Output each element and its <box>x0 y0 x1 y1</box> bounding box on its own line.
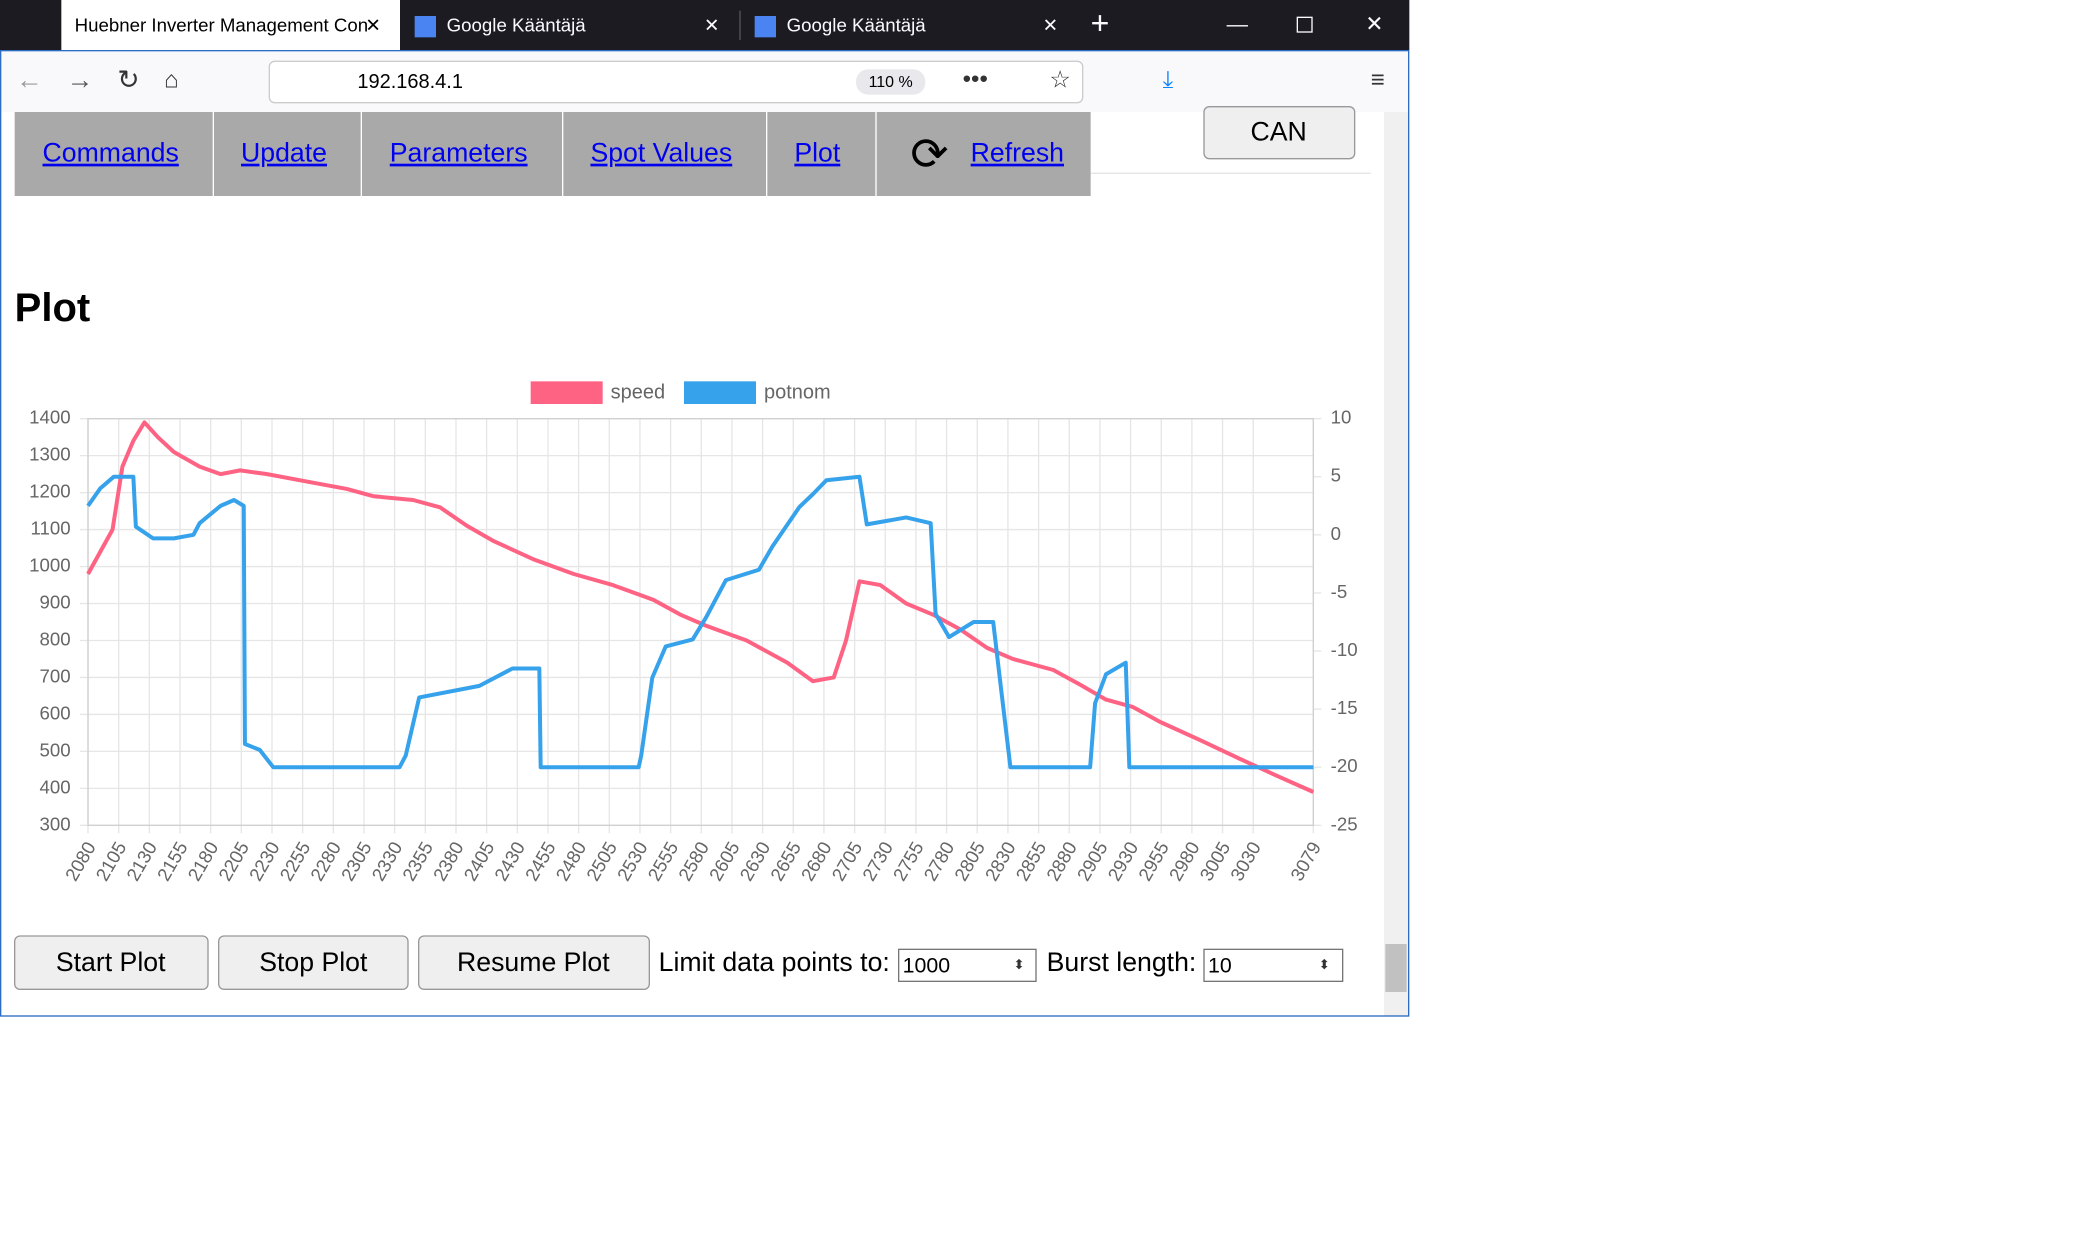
tab-title[interactable]: Google Kääntäjä <box>447 15 587 36</box>
legend-swatch <box>684 381 756 404</box>
limit-input[interactable] <box>897 948 1037 982</box>
menu[interactable]: ≡ <box>1371 67 1385 94</box>
tab-close[interactable]: ✕ <box>1043 15 1059 36</box>
y2-tick-label: -15 <box>1331 697 1358 718</box>
burst-label: Burst length: <box>1047 947 1197 977</box>
y2-tick-label: -25 <box>1331 813 1358 834</box>
tab-icon <box>754 16 776 38</box>
y-tick-label: 700 <box>40 665 71 686</box>
url[interactable]: 192.168.4.1 <box>357 71 463 93</box>
y-tick-label: 1100 <box>31 517 71 538</box>
spinner[interactable]: ⬍ <box>1319 957 1330 972</box>
y2-tick-label: 0 <box>1331 523 1341 544</box>
heading: Plot <box>15 286 91 330</box>
button[interactable] <box>218 935 409 990</box>
scroll-thumb[interactable] <box>1385 944 1407 992</box>
nav-link[interactable]: Spot Values <box>590 138 732 168</box>
nav-bar <box>14 112 1091 196</box>
back[interactable]: ← <box>16 64 43 94</box>
y2-tick-label: -20 <box>1331 755 1358 776</box>
window-border <box>0 49 1410 1017</box>
minimize[interactable]: — <box>1227 12 1249 36</box>
tab-title[interactable]: Huebner Inverter Management Con <box>75 15 368 36</box>
limit-label: Limit data points to: <box>659 947 890 977</box>
nav-link[interactable]: Parameters <box>390 138 528 168</box>
can-button-label[interactable]: CAN <box>1251 116 1307 146</box>
y2-tick-label: -10 <box>1331 639 1358 660</box>
chart: 300 400 500 600 700 800 900 1000 1100 1200 1300 140… <box>29 381 1358 884</box>
page-actions[interactable]: ••• <box>963 65 988 92</box>
y-tick-label: 300 <box>40 813 71 834</box>
nav-link[interactable]: Refresh <box>971 138 1064 168</box>
y-tick-label: 800 <box>40 628 71 649</box>
spinner[interactable]: ⬍ <box>1013 957 1024 972</box>
tab-close[interactable]: ✕ <box>365 15 381 36</box>
burst-value[interactable]: 10 <box>1208 953 1232 977</box>
zoom-badge[interactable] <box>856 69 926 95</box>
y2-tick-label: 5 <box>1331 465 1341 486</box>
bookmark[interactable]: ☆ <box>1049 67 1071 94</box>
y-tick-label: 1200 <box>29 481 71 502</box>
legend-label: speed <box>611 382 666 404</box>
limit-value[interactable]: 1000 <box>903 953 951 977</box>
tab-icon <box>414 16 436 38</box>
y-tick-label: 1000 <box>29 554 71 575</box>
y2-tick-label: -5 <box>1331 581 1348 602</box>
nav-link[interactable]: Commands <box>43 138 179 168</box>
plot-frame <box>87 418 1314 826</box>
refresh-icon[interactable]: ⟳ <box>910 128 948 179</box>
tab-title[interactable]: Google Kääntäjä <box>787 15 927 36</box>
y-tick-label: 500 <box>40 739 71 760</box>
reload[interactable]: ↻ <box>117 64 139 94</box>
downloads[interactable]: ⤓ <box>1163 67 1174 94</box>
button-label[interactable]: Start Plot <box>56 947 166 977</box>
maximize[interactable] <box>1296 16 1313 33</box>
forward[interactable]: → <box>67 64 94 94</box>
button[interactable] <box>418 935 650 990</box>
scrollbar[interactable] <box>1384 112 1408 1016</box>
data-line <box>86 474 1314 770</box>
burst-input[interactable] <box>1203 948 1344 982</box>
data-line <box>86 420 1315 794</box>
new-tab[interactable]: + <box>1091 5 1110 41</box>
y-tick-label: 900 <box>40 591 71 612</box>
button[interactable] <box>14 935 209 990</box>
legend-label: potnom <box>764 382 831 404</box>
page-content <box>1 112 1384 1016</box>
active-tab[interactable] <box>61 0 400 51</box>
y2-tick-label: 10 <box>1331 407 1352 428</box>
nav-link[interactable]: Plot <box>794 138 841 168</box>
can-button[interactable] <box>1203 106 1356 160</box>
y-tick-label: 1300 <box>29 444 71 465</box>
close-window[interactable]: ✕ <box>1365 12 1383 36</box>
button-label[interactable]: Resume Plot <box>457 947 610 977</box>
home[interactable]: ⌂ <box>164 67 179 94</box>
y-tick-label: 600 <box>40 702 71 723</box>
legend-swatch <box>530 381 603 404</box>
nav-link[interactable]: Update <box>241 138 327 168</box>
tab-close[interactable]: ✕ <box>704 15 720 36</box>
nav-separators <box>212 112 877 196</box>
button-label[interactable]: Stop Plot <box>259 947 368 977</box>
y-tick-label: 400 <box>40 776 71 797</box>
zoom[interactable]: 110 % <box>869 74 913 91</box>
y-tick-label: 1400 <box>29 407 71 428</box>
